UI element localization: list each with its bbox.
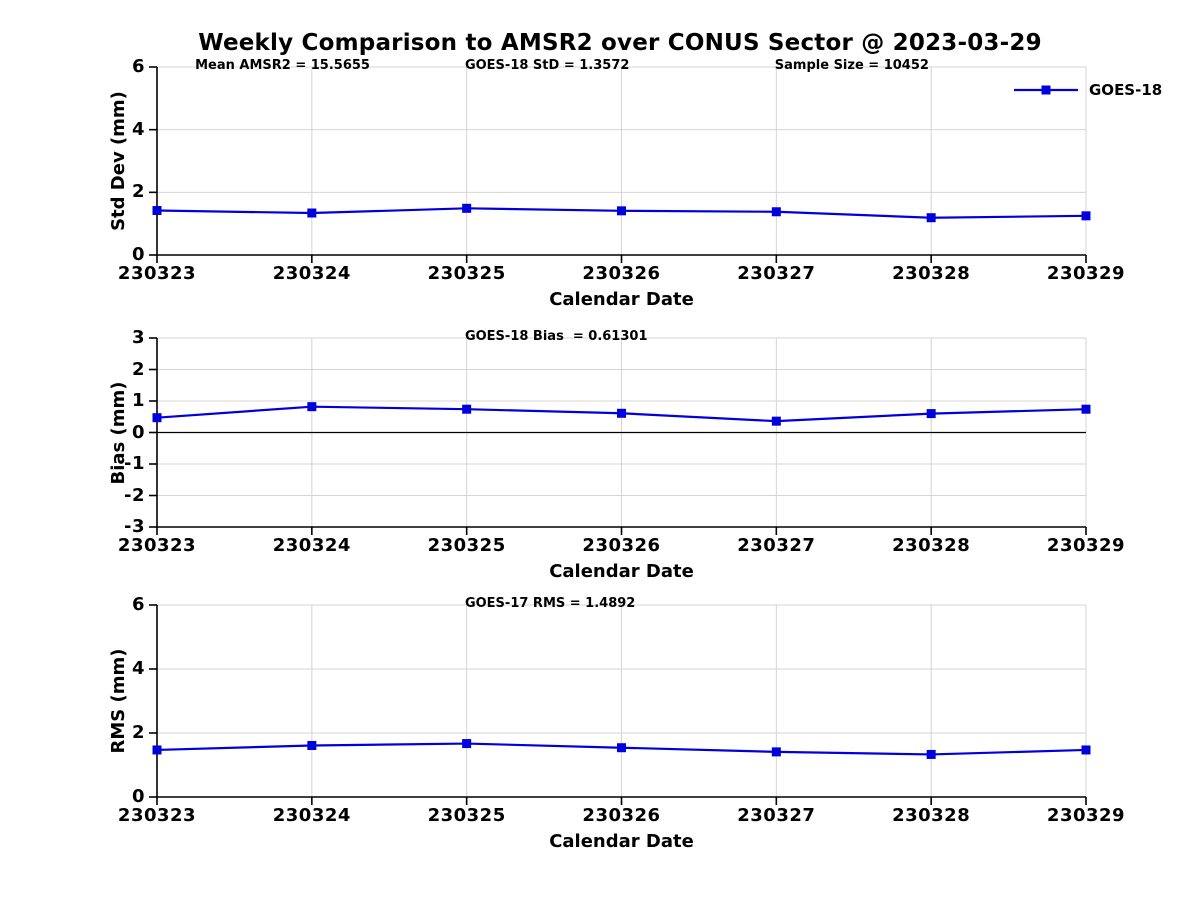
x-tick-label: 230323	[117, 805, 197, 826]
series-marker	[307, 740, 317, 750]
x-tick-label: 230325	[427, 263, 506, 284]
y-tick-label: 3	[131, 327, 145, 348]
y-tick-label: 0	[131, 244, 145, 265]
series-marker	[152, 413, 162, 423]
series-marker	[307, 208, 317, 218]
x-tick-label: 230326	[582, 263, 661, 284]
y-tick-label: 0	[131, 786, 145, 807]
y-axis-title: Bias (mm)	[108, 381, 129, 484]
x-tick-label: 230327	[737, 805, 816, 826]
x-tick-label: 230329	[1046, 805, 1126, 826]
x-tick-label: 230324	[272, 805, 351, 826]
y-tick-label: 0	[131, 421, 145, 443]
y-tick-label: 2	[131, 181, 145, 203]
series-marker	[1081, 745, 1091, 755]
series-marker	[462, 739, 472, 749]
panel-annotation: GOES-18 StD = 1.3572	[464, 58, 630, 73]
x-tick-label: 230328	[892, 263, 971, 284]
legend-line-marker-icon	[1014, 85, 1078, 95]
y-axis-title: Std Dev (mm)	[108, 91, 129, 231]
legend: GOES-18	[1012, 81, 1162, 99]
series-marker	[926, 213, 936, 223]
series-marker	[1081, 404, 1091, 414]
panel-annotation: Sample Size = 10452	[774, 58, 929, 73]
y-tick-label: 1	[131, 390, 145, 411]
series-marker	[617, 408, 626, 418]
series-marker	[462, 203, 472, 213]
series-marker	[617, 743, 626, 753]
x-tick-label: 230329	[1046, 535, 1126, 556]
x-tick-label: 230329	[1046, 263, 1126, 284]
x-tick-label: 230327	[737, 535, 816, 556]
y-tick-label: 2	[131, 722, 145, 743]
x-tick-label: 230326	[582, 805, 661, 826]
y-tick-label: 6	[131, 56, 145, 77]
x-tick-label: 230326	[582, 535, 661, 556]
series-marker	[462, 404, 472, 414]
series-marker	[617, 206, 626, 216]
series-marker	[307, 402, 317, 412]
series-marker	[926, 749, 936, 759]
series-marker	[771, 207, 781, 217]
y-tick-label: 4	[131, 118, 145, 140]
x-axis-title: Calendar Date	[549, 561, 694, 582]
panel-annotation: GOES-18 Bias = 0.61301	[464, 329, 648, 344]
x-tick-label: 230325	[427, 535, 506, 556]
panel-annotation: Mean AMSR2 = 15.5655	[195, 58, 370, 73]
x-tick-label: 230324	[272, 263, 351, 284]
x-tick-label: 230324	[272, 535, 351, 556]
y-tick-label: 2	[131, 358, 145, 380]
y-tick-label: -2	[124, 484, 145, 506]
x-tick-label: 230325	[427, 805, 506, 826]
y-axis-title: RMS (mm)	[108, 648, 129, 754]
series-marker	[1081, 211, 1091, 221]
x-axis-title: Calendar Date	[549, 831, 694, 852]
x-tick-label: 230323	[117, 263, 197, 284]
x-tick-label: 230327	[737, 263, 816, 284]
series-marker	[771, 747, 781, 757]
y-tick-label: -1	[124, 453, 145, 474]
x-tick-label: 230323	[117, 535, 197, 556]
series-marker	[771, 416, 781, 426]
panel-annotation: GOES-17 RMS = 1.4892	[464, 596, 636, 611]
x-tick-label: 230328	[892, 805, 971, 826]
legend-label: GOES-18	[1089, 81, 1163, 99]
y-tick-label: 6	[131, 594, 145, 615]
y-tick-label: 4	[131, 658, 145, 679]
figure-title: Weekly Comparison to AMSR2 over CONUS Se…	[198, 30, 1042, 56]
x-tick-label: 230328	[892, 535, 971, 556]
x-axis-title: Calendar Date	[549, 289, 694, 310]
series-marker	[926, 409, 936, 419]
series-marker	[152, 206, 162, 216]
series-marker	[152, 745, 162, 755]
y-tick-label: -3	[124, 516, 145, 537]
